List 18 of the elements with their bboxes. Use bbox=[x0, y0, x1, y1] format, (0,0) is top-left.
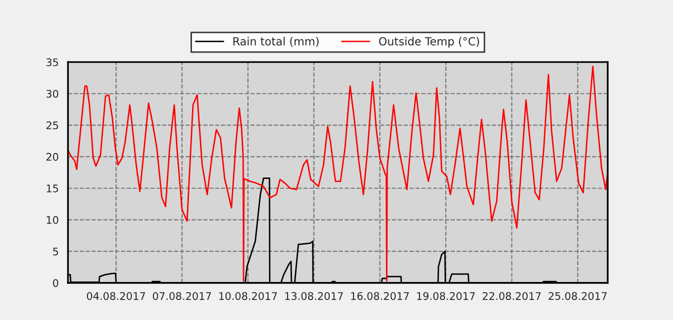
y-tick-label: 35 bbox=[46, 58, 58, 66]
y-tick-label: 0 bbox=[53, 279, 58, 287]
x-tick-label: 07.08.2017 bbox=[152, 292, 211, 300]
y-tick-label: 20 bbox=[46, 152, 58, 161]
x-tick-label: 16.08.2017 bbox=[351, 292, 409, 300]
y-tick-label: 30 bbox=[46, 90, 58, 98]
legend-label: Rain total (mm) bbox=[233, 36, 319, 47]
y-tick-label: 25 bbox=[46, 121, 58, 130]
y-tick-label: 10 bbox=[46, 216, 58, 224]
y-tick-label: 5 bbox=[53, 248, 58, 256]
x-tick-label: 04.08.2017 bbox=[86, 292, 145, 300]
x-tick-label: 19.08.2017 bbox=[417, 292, 475, 300]
x-tick-label: 13.08.2017 bbox=[285, 292, 343, 300]
x-tick-label: 22.08.2017 bbox=[482, 292, 541, 300]
legend-label: Outside Temp (°C) bbox=[379, 36, 480, 48]
x-tick-label: 25.08.2017 bbox=[548, 292, 607, 300]
y-tick-label: 15 bbox=[46, 184, 58, 192]
x-tick-label: 10.08.2017 bbox=[219, 292, 277, 300]
